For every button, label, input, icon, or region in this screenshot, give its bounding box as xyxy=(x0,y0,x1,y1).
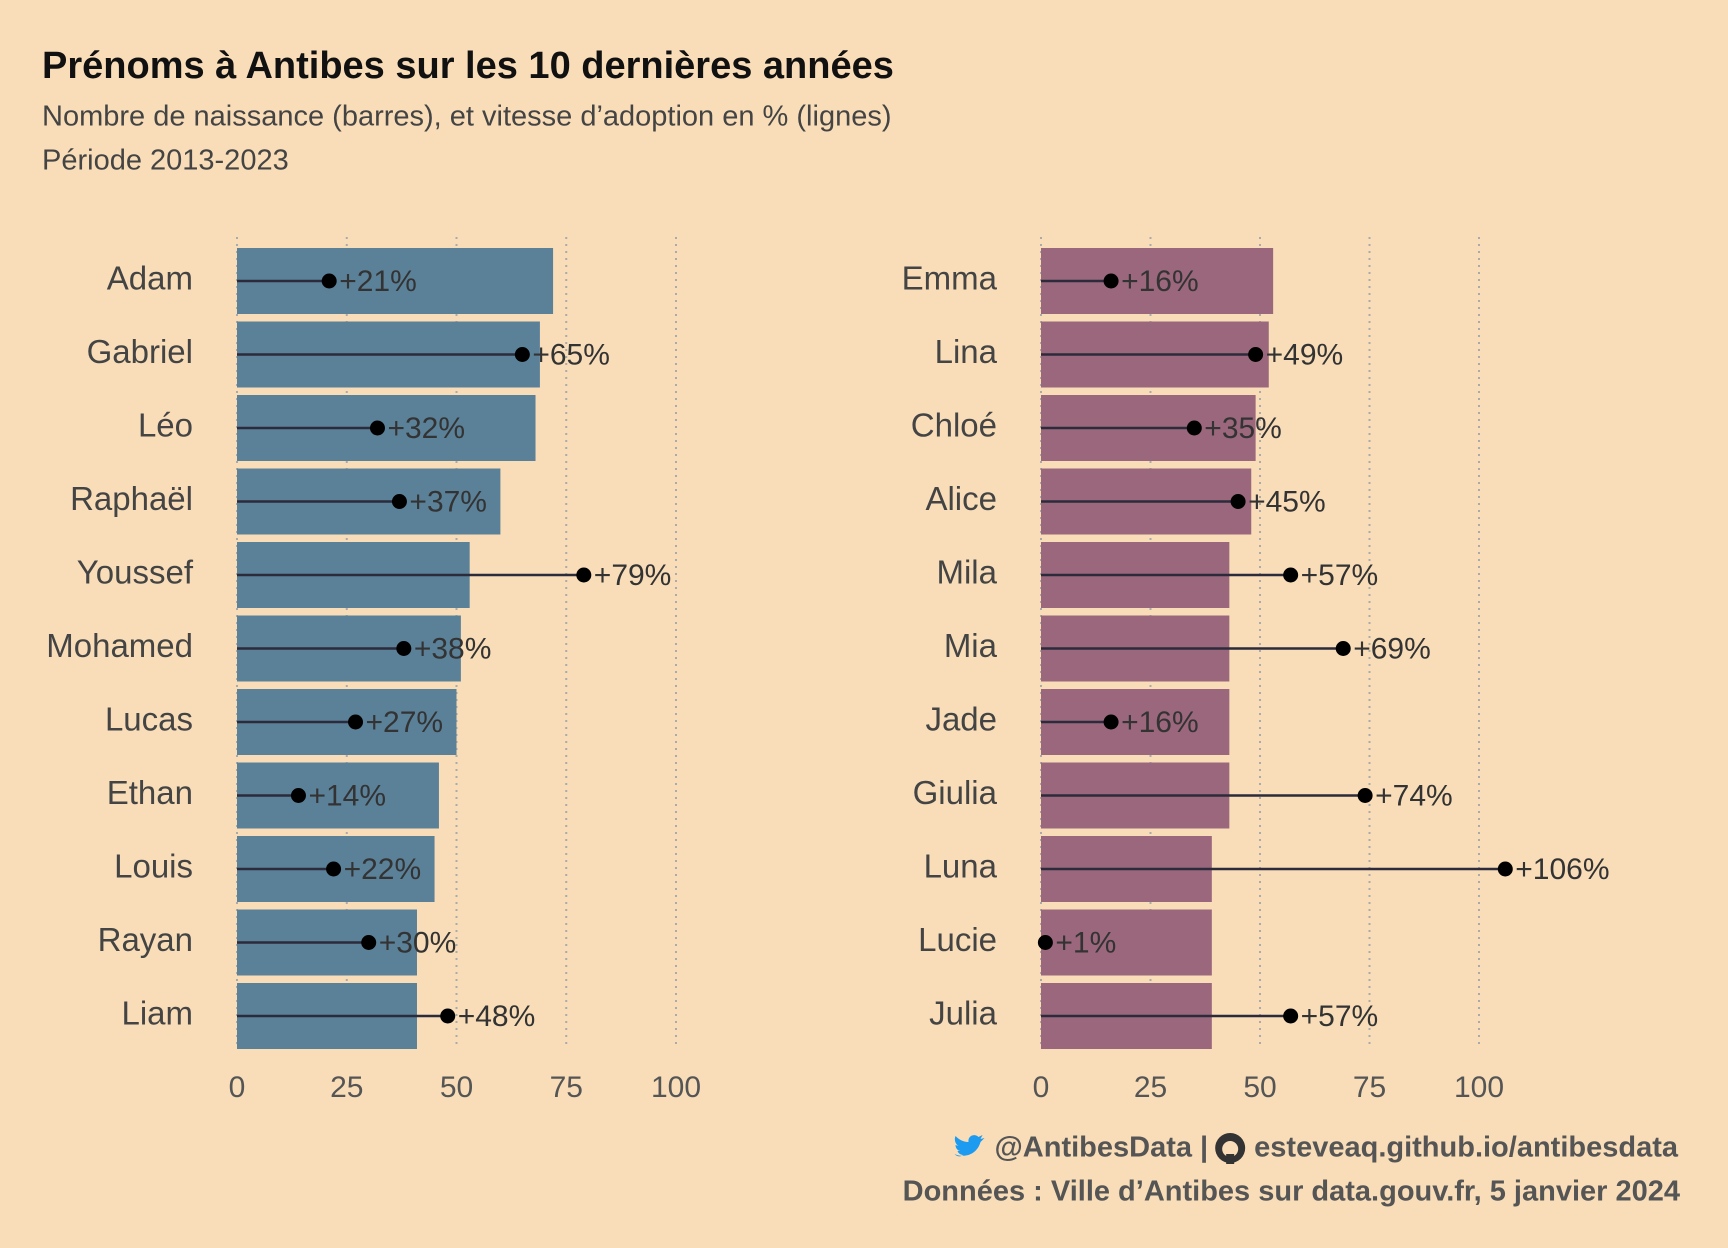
value-label: +69% xyxy=(1353,632,1431,665)
x-tick-label: 50 xyxy=(440,1071,473,1104)
lollipop-dot xyxy=(1103,273,1119,289)
lollipop-dot xyxy=(1283,1008,1299,1024)
value-label: +79% xyxy=(594,559,672,592)
github-icon xyxy=(1215,1133,1246,1164)
x-tick-label: 25 xyxy=(1134,1071,1167,1104)
lollipop-dot xyxy=(1335,641,1351,656)
y-tick-label: Alice xyxy=(925,480,997,517)
value-label: +30% xyxy=(379,926,457,959)
value-label: +49% xyxy=(1266,338,1344,371)
x-tick-label: 50 xyxy=(1243,1071,1276,1104)
y-tick-label: Lina xyxy=(935,333,998,370)
x-tick-label: 25 xyxy=(330,1071,363,1104)
lollipop-dot xyxy=(1357,788,1373,803)
lollipop-dot xyxy=(348,714,364,730)
y-tick-label: Raphaël xyxy=(70,480,193,517)
value-label: +22% xyxy=(344,853,422,886)
y-tick-label: Luna xyxy=(924,848,998,885)
y-tick-label: Jade xyxy=(925,701,997,738)
lollipop-dot xyxy=(576,567,592,583)
y-tick-label: Louis xyxy=(114,848,193,885)
y-tick-label: Ethan xyxy=(107,774,193,811)
value-label: +106% xyxy=(1515,853,1609,886)
lollipop-dot xyxy=(321,273,337,289)
value-label: +37% xyxy=(409,485,487,518)
lollipop-dot xyxy=(326,861,342,877)
x-tick-label: 75 xyxy=(1353,1071,1386,1104)
lollipop-dot xyxy=(391,494,407,509)
y-tick-label: Mila xyxy=(936,554,997,591)
y-tick-label: Giulia xyxy=(913,774,998,811)
lollipop-dot xyxy=(1103,714,1119,730)
subtitle: Nombre de naissance (barres), et vitesse… xyxy=(42,101,891,133)
y-tick-label: Adam xyxy=(107,260,193,297)
x-tick-label: 100 xyxy=(651,1071,701,1104)
value-label: +45% xyxy=(1248,485,1326,518)
lollipop-dot xyxy=(290,788,306,803)
y-tick-label: Chloé xyxy=(911,407,997,444)
lollipop-dot xyxy=(1248,347,1264,362)
value-label: +38% xyxy=(414,632,492,665)
y-tick-label: Youssef xyxy=(77,554,194,591)
value-label: +57% xyxy=(1301,1000,1379,1033)
value-label: +35% xyxy=(1204,412,1282,445)
y-tick-label: Mohamed xyxy=(46,627,193,664)
value-label: +65% xyxy=(532,338,610,371)
y-tick-label: Emma xyxy=(902,260,998,297)
lollipop-dot xyxy=(1037,935,1053,950)
value-label: +74% xyxy=(1375,779,1453,812)
value-label: +1% xyxy=(1055,926,1116,959)
value-label: +57% xyxy=(1301,559,1379,592)
value-label: +32% xyxy=(387,412,465,445)
y-tick-label: Gabriel xyxy=(87,333,193,370)
bar xyxy=(1041,909,1212,976)
x-tick-label: 75 xyxy=(550,1071,583,1104)
value-label: +16% xyxy=(1121,265,1199,298)
y-tick-label: Lucas xyxy=(105,701,193,738)
lollipop-dot xyxy=(1497,861,1513,877)
lollipop-dot xyxy=(1186,420,1202,436)
lollipop-dot xyxy=(369,420,385,436)
lollipop-dot xyxy=(1230,494,1246,509)
lollipop-dot xyxy=(514,347,530,362)
y-tick-label: Liam xyxy=(121,995,193,1032)
caption-twitter: @AntibesData | xyxy=(995,1132,1209,1164)
caption-source: Données : Ville d’Antibes sur data.gouv.… xyxy=(903,1176,1680,1208)
value-label: +27% xyxy=(366,706,444,739)
x-tick-label: 0 xyxy=(229,1071,246,1104)
value-label: +48% xyxy=(458,1000,536,1033)
twitter-icon xyxy=(954,1135,985,1157)
x-tick-label: 100 xyxy=(1454,1071,1504,1104)
value-label: +14% xyxy=(308,779,386,812)
chart-title: Prénoms à Antibes sur les 10 dernières a… xyxy=(42,45,894,87)
caption-github: esteveaq.github.io/antibesdata xyxy=(1254,1132,1679,1164)
subtitle: Période 2013-2023 xyxy=(42,145,289,177)
lollipop-dot xyxy=(1283,567,1299,583)
lollipop-dot xyxy=(361,935,377,950)
value-label: +21% xyxy=(339,265,417,298)
value-label: +16% xyxy=(1121,706,1199,739)
y-tick-label: Julia xyxy=(929,995,998,1032)
y-tick-label: Mia xyxy=(944,627,998,664)
lollipop-dot xyxy=(396,641,412,656)
y-tick-label: Léo xyxy=(138,407,193,444)
lollipop-dot xyxy=(440,1008,456,1024)
y-tick-label: Rayan xyxy=(98,921,193,958)
x-tick-label: 0 xyxy=(1033,1071,1050,1104)
y-tick-label: Lucie xyxy=(918,921,997,958)
